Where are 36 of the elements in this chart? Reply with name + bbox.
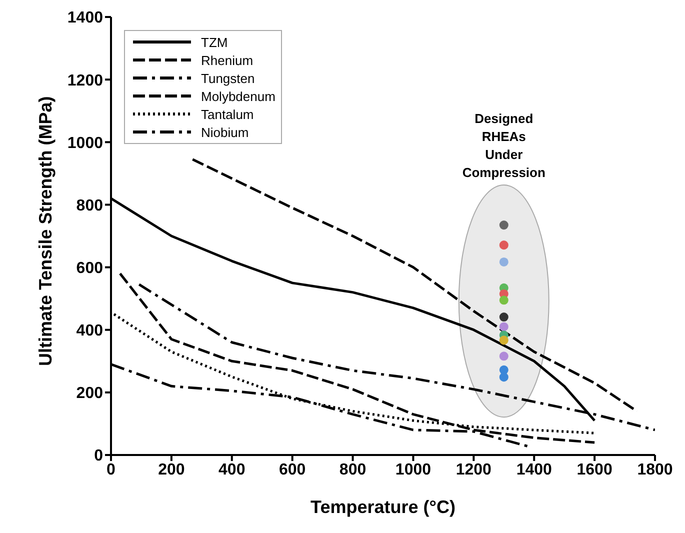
point — [499, 312, 508, 322]
legend-label: TZM — [201, 34, 228, 50]
x-tick-label: 400 — [218, 461, 246, 478]
x-axis-title: Temperature (°C) — [310, 497, 456, 517]
x-tick-label: 1200 — [456, 461, 492, 478]
annotation: Designed RHEAs Under Compression — [462, 111, 546, 180]
y-tick-label: 600 — [76, 260, 104, 277]
point — [499, 372, 508, 382]
legend-label: Tantalum — [201, 106, 254, 122]
y-axis-title: Ultimate Tensile Strength (MPa) — [35, 96, 56, 366]
point — [499, 322, 508, 332]
point — [499, 296, 508, 305]
x-tick-label: 200 — [158, 461, 185, 478]
x-tick-label: 800 — [339, 461, 366, 478]
y-tick-label: 200 — [76, 385, 104, 402]
x-tick-label: 1600 — [576, 461, 612, 478]
x-tick-label: 600 — [278, 461, 306, 478]
legend-label: Rhenium — [201, 52, 254, 68]
point — [499, 352, 508, 361]
legend-label: Niobium — [201, 124, 249, 140]
point — [499, 240, 508, 250]
x-tick-label: 0 — [106, 461, 116, 478]
y-tick-label: 800 — [76, 197, 104, 214]
point — [499, 336, 508, 345]
y-tick-label: 1200 — [67, 72, 104, 90]
legend-label: Tungsten — [201, 70, 255, 86]
y-tick-label: 1000 — [67, 134, 104, 152]
x-tick-label: 1000 — [395, 461, 432, 478]
x-tick-label: 1800 — [637, 461, 673, 478]
y-tick-label: 0 — [94, 448, 104, 465]
y-tick-label: 1400 — [67, 10, 104, 27]
legend-label: Molybdenum — [201, 88, 276, 104]
y-tick-label: 400 — [76, 322, 104, 340]
point — [499, 220, 508, 230]
x-tick-label: 1400 — [516, 461, 552, 478]
point — [499, 257, 508, 266]
